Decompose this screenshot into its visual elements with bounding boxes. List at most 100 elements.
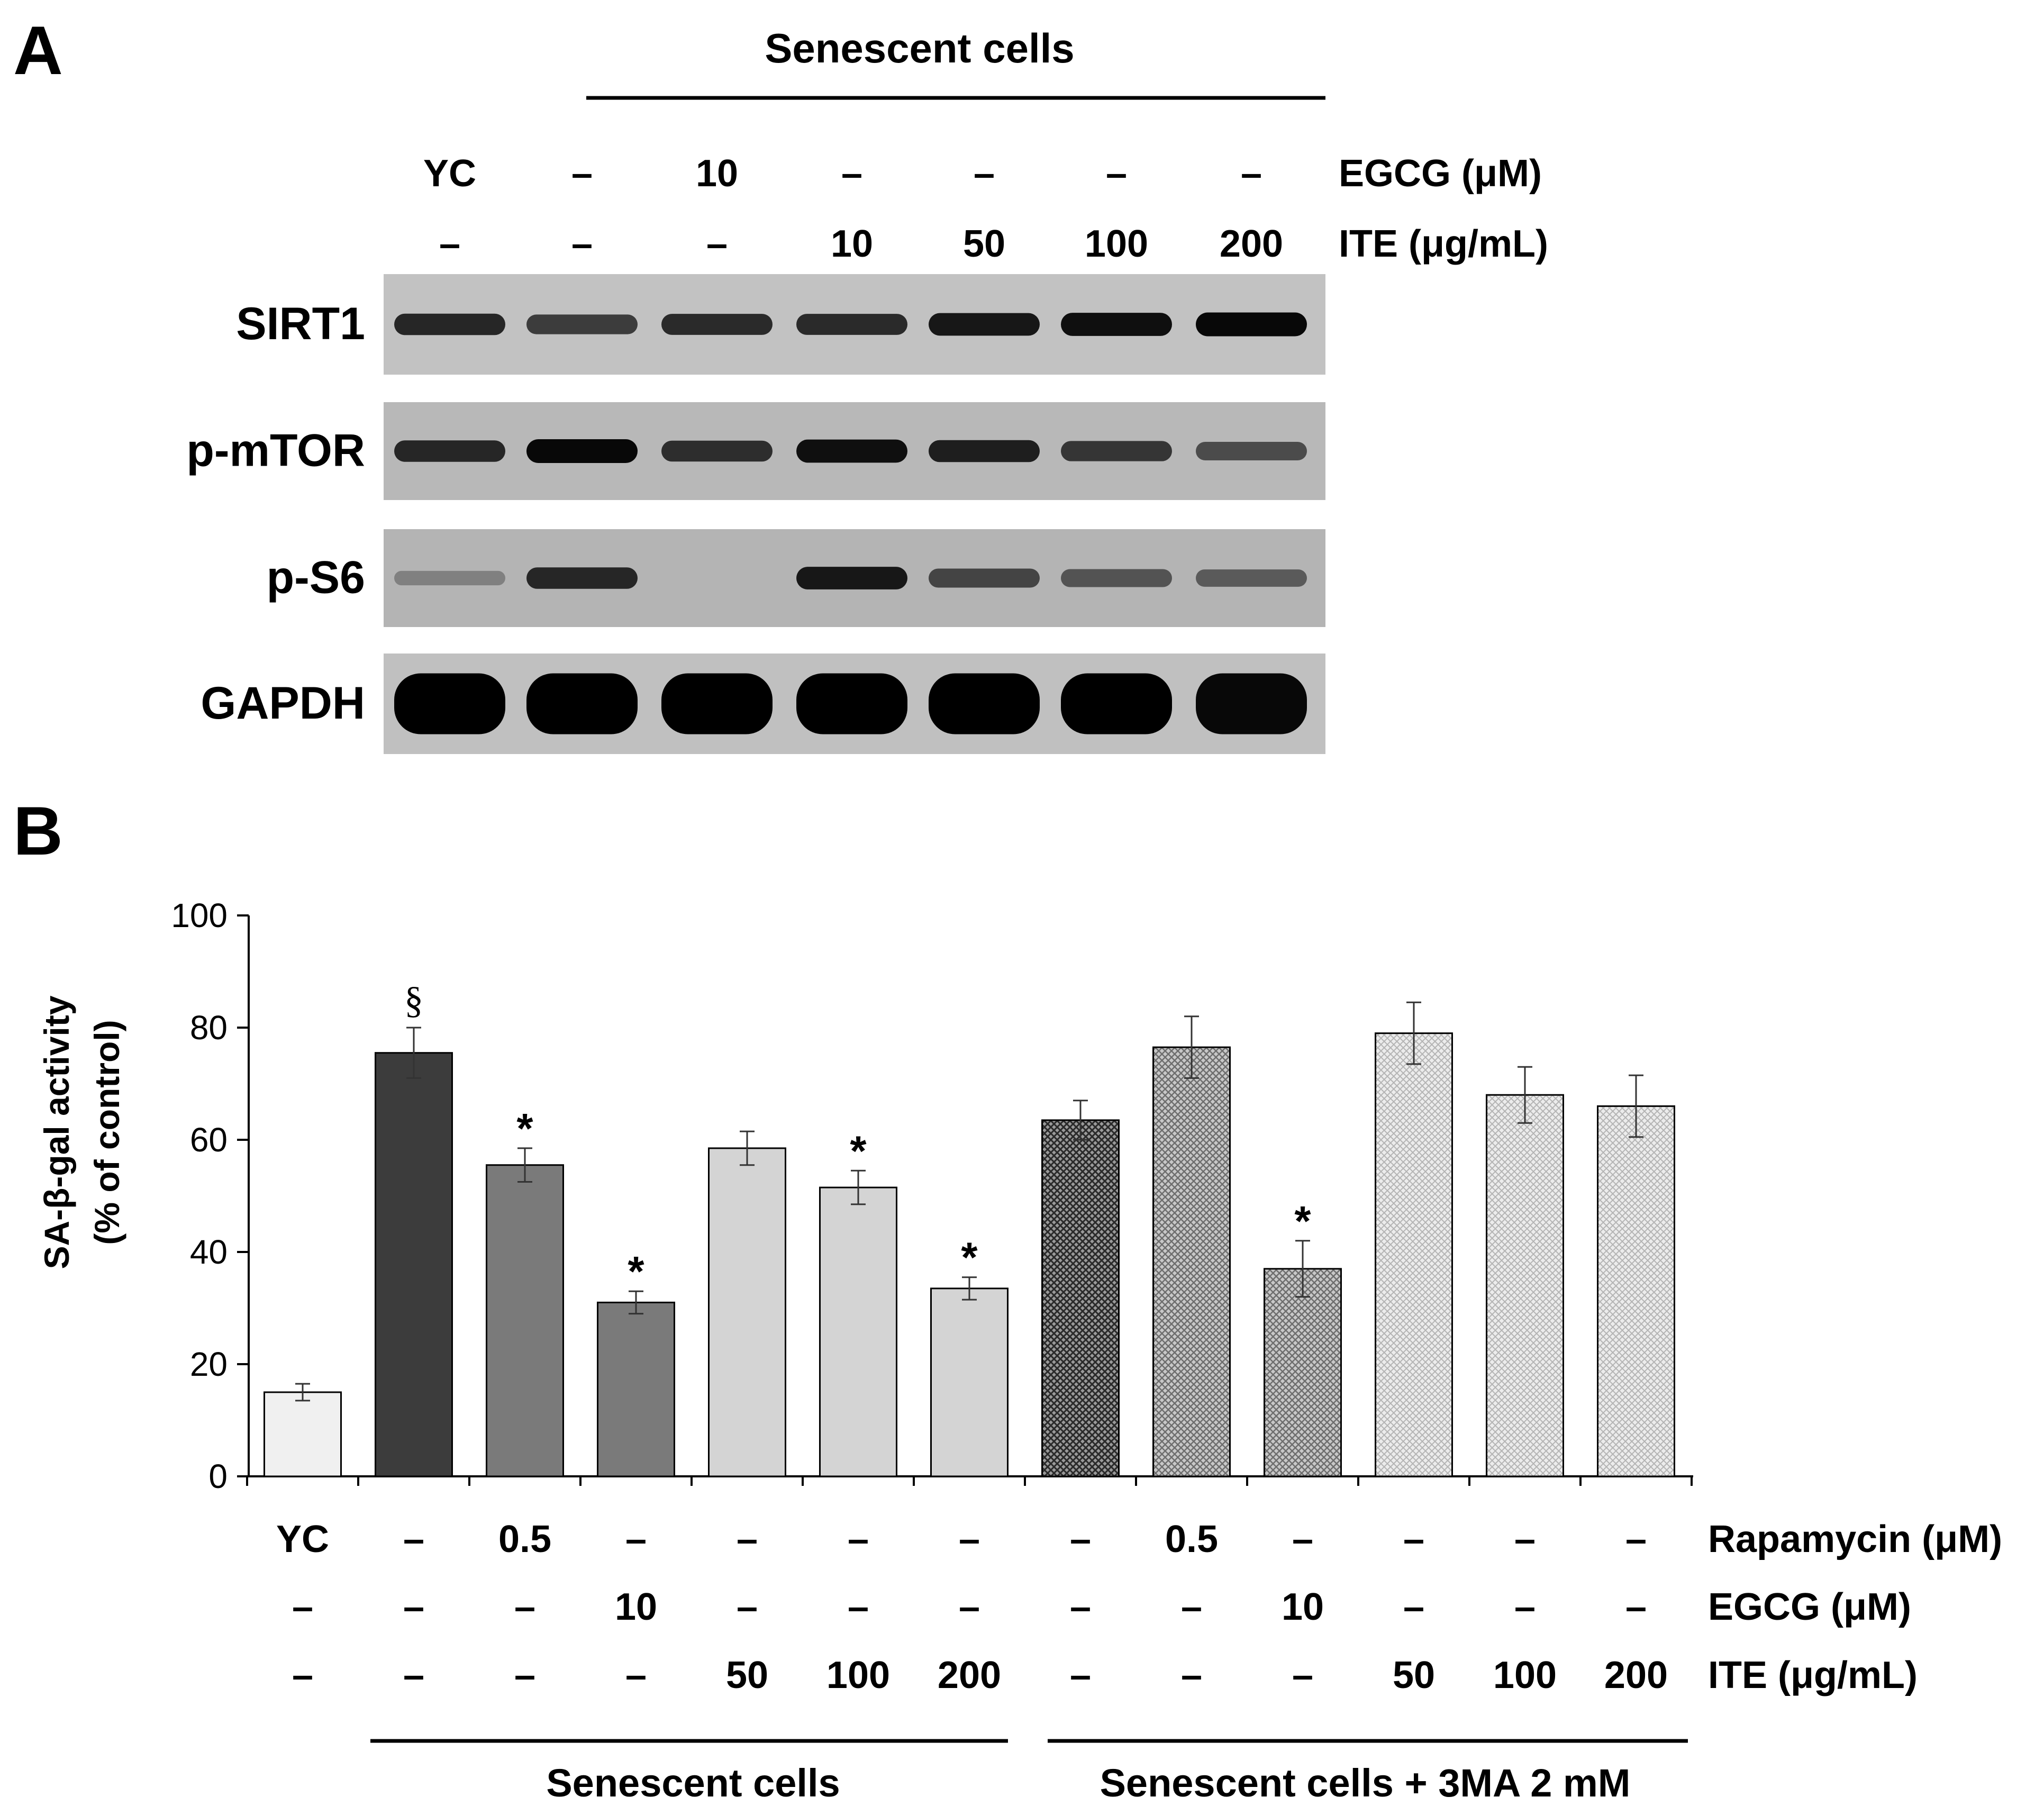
lane-egcg-label: – xyxy=(571,152,593,195)
condition-cell: YC xyxy=(276,1518,329,1560)
y-axis-title: SA-β-gal activity (% of control) xyxy=(37,995,126,1269)
y-tick-label: 80 xyxy=(190,1009,228,1047)
condition-cell: – xyxy=(737,1518,758,1560)
bar xyxy=(486,1164,564,1477)
lane-egcg-label: – xyxy=(841,152,862,195)
blot-band xyxy=(1061,569,1172,587)
condition-cell: 100 xyxy=(826,1654,890,1696)
blot-label: SIRT1 xyxy=(236,298,365,349)
blot-label: GAPDH xyxy=(201,678,365,729)
y-tick-label: 40 xyxy=(190,1233,228,1271)
blot-band xyxy=(1196,442,1307,460)
blot-label: p-S6 xyxy=(267,552,365,603)
condition-cell: – xyxy=(625,1654,647,1696)
bar xyxy=(930,1287,1009,1477)
lane-ite-label: 10 xyxy=(831,223,873,265)
bar xyxy=(1041,1119,1120,1477)
row-label-egcg: EGCG (μM) xyxy=(1339,152,1542,195)
bar xyxy=(819,1186,897,1477)
significance-mark: * xyxy=(850,1127,867,1174)
condition-cell: – xyxy=(403,1654,424,1696)
significance-mark: * xyxy=(516,1105,533,1152)
condition-cell: – xyxy=(1514,1586,1536,1628)
blot-band xyxy=(929,440,1040,462)
condition-cell: 50 xyxy=(726,1654,768,1696)
y-ticks: 0 20 40 60 80 100 xyxy=(171,896,249,1495)
condition-cell: – xyxy=(1070,1518,1091,1560)
blot-band xyxy=(1196,312,1307,337)
condition-cell: – xyxy=(1403,1586,1424,1628)
condition-cell: – xyxy=(292,1654,313,1696)
panel-a-letter: A xyxy=(13,12,63,89)
condition-cell: – xyxy=(403,1518,424,1560)
row-label-ite: ITE (μg/mL) xyxy=(1339,223,1548,265)
condition-cell: – xyxy=(1403,1518,1424,1560)
blot-band xyxy=(796,567,907,589)
lane-ite-label: – xyxy=(439,223,460,265)
panel-a: A Senescent cells YC – – – 10 – – 10 – 50 – 100 – 200… xyxy=(13,12,1548,754)
condition-cell: – xyxy=(1292,1518,1313,1560)
condition-cell: – xyxy=(1181,1586,1202,1628)
y-axis-title-line1: SA-β-gal activity xyxy=(37,995,76,1269)
lane-ite-label: 200 xyxy=(1220,223,1283,265)
condition-cell: – xyxy=(1070,1586,1091,1628)
bar xyxy=(1486,1094,1564,1477)
blot-band xyxy=(661,314,773,335)
lane-ite-label: 100 xyxy=(1085,223,1148,265)
blot-band xyxy=(394,440,505,462)
bar xyxy=(1597,1105,1675,1477)
blot-band xyxy=(796,673,907,734)
lane-labels: YC – – – 10 – – 10 – 50 – 100 – 200 xyxy=(423,152,1283,265)
condition-table: YC – – – – – 0.5 – – – 10 – – – 50 – – 100 – – 200 – – – 0.5 – – – 1… xyxy=(276,1518,1668,1696)
condition-cell: 200 xyxy=(938,1654,1001,1696)
lane-egcg-label: YC xyxy=(423,152,476,195)
group-label-3ma: Senescent cells + 3MA 2 mM xyxy=(1100,1761,1631,1805)
condition-cell: 0.5 xyxy=(498,1518,551,1560)
significance-mark: * xyxy=(1294,1197,1311,1245)
blot-band xyxy=(929,313,1040,336)
y-tick-label: 100 xyxy=(171,896,228,934)
lane-egcg-label: – xyxy=(974,152,995,195)
condition-cell: – xyxy=(1070,1654,1091,1696)
condition-cell: – xyxy=(514,1654,535,1696)
lane-ite-label: – xyxy=(571,223,593,265)
condition-cell: 100 xyxy=(1493,1654,1557,1696)
cond-label-ite: ITE (μg/mL) xyxy=(1708,1654,1918,1696)
blot-band xyxy=(929,568,1040,588)
condition-cell: 0.5 xyxy=(1165,1518,1218,1560)
blot-band xyxy=(394,673,505,734)
condition-cell: – xyxy=(1514,1518,1536,1560)
blot-band xyxy=(1061,673,1172,734)
condition-cell: – xyxy=(848,1586,869,1628)
condition-cell: – xyxy=(959,1518,980,1560)
y-tick-label: 0 xyxy=(208,1457,228,1495)
bar xyxy=(597,1301,675,1477)
blot-band xyxy=(661,673,773,734)
significance-mark: * xyxy=(961,1234,978,1281)
significance-mark: * xyxy=(628,1248,644,1295)
condition-cell: – xyxy=(403,1586,424,1628)
condition-cell: 50 xyxy=(1393,1654,1435,1696)
bar xyxy=(1264,1268,1342,1477)
lane-ite-label: – xyxy=(706,223,728,265)
bar xyxy=(264,1391,342,1477)
condition-cell: – xyxy=(292,1586,313,1628)
condition-cell: – xyxy=(625,1518,647,1560)
condition-cell: 10 xyxy=(615,1586,657,1628)
lane-egcg-label: – xyxy=(1241,152,1262,195)
condition-cell: – xyxy=(959,1586,980,1628)
panel-b-letter: B xyxy=(13,792,63,869)
condition-cell: – xyxy=(1181,1654,1202,1696)
blot-band xyxy=(1061,441,1172,461)
panel-b: B SA-β-gal activity (% of control) 0 20 40… xyxy=(13,792,2002,1805)
blot-band xyxy=(796,314,907,335)
panel-a-group-label: Senescent cells xyxy=(765,25,1074,71)
y-tick-label: 20 xyxy=(190,1345,228,1383)
condition-cell: 200 xyxy=(1604,1654,1668,1696)
blot-band xyxy=(526,567,638,589)
group-label-senescent: Senescent cells xyxy=(546,1761,840,1805)
bar xyxy=(708,1147,786,1477)
lane-egcg-label: – xyxy=(1106,152,1127,195)
bar xyxy=(1152,1046,1231,1477)
